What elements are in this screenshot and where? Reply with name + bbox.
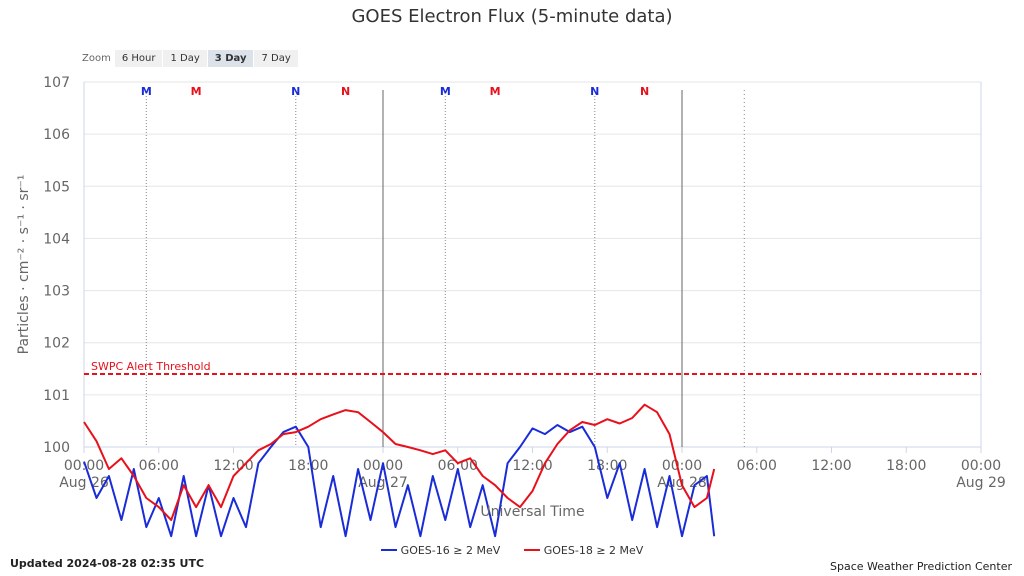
- y-tick-label: 101: [43, 388, 70, 404]
- y-tick-label: 105: [43, 179, 70, 195]
- legend-swatch-goes16: [380, 549, 397, 551]
- x-date-label: Aug 29: [956, 475, 1006, 491]
- y-tick-label: 107: [43, 75, 70, 91]
- x-tick-label: 00:00: [64, 458, 104, 474]
- chart-title: GOES Electron Flux (5-minute data): [351, 6, 673, 27]
- annotation-label: N: [640, 85, 649, 98]
- legend-item-goes18[interactable]: GOES-18 ≥ 2 MeV: [523, 543, 644, 557]
- y-tick-label: 103: [43, 284, 70, 300]
- legend-label-goes18: GOES-18 ≥ 2 MeV: [543, 543, 644, 557]
- annotation-label: N: [291, 85, 300, 98]
- zoom-7-day-button[interactable]: 7 Day: [254, 50, 298, 67]
- series-line-goes18: [83, 403, 716, 521]
- x-axis-title: Universal Time: [480, 504, 584, 520]
- y-tick-label: 102: [43, 336, 70, 352]
- x-tick-label: 06:00: [139, 458, 179, 474]
- x-tick-label: 18:00: [288, 458, 328, 474]
- annotation-label: N: [590, 85, 599, 98]
- x-tick-label: 06:00: [737, 458, 777, 474]
- x-tick-label: 12:00: [811, 458, 851, 474]
- legend-label-goes16: GOES-16 ≥ 2 MeV: [400, 543, 501, 557]
- legend-swatch-goes18: [523, 549, 540, 551]
- chart-legend: GOES-16 ≥ 2 MeV GOES-18 ≥ 2 MeV: [0, 541, 1024, 557]
- x-date-label: Aug 26: [59, 475, 109, 491]
- zoom-3-day-button[interactable]: 3 Day: [207, 50, 254, 67]
- zoom-1-day-button[interactable]: 1 Day: [163, 50, 207, 67]
- annotation-label: M: [490, 85, 501, 98]
- threshold-label: SWPC Alert Threshold: [91, 360, 211, 373]
- zoom-label: Zoom: [82, 53, 111, 64]
- legend-item-goes16[interactable]: GOES-16 ≥ 2 MeV: [380, 543, 501, 557]
- series-line-goes16: [83, 424, 716, 538]
- credit-text: Space Weather Prediction Center: [830, 560, 1012, 573]
- x-tick-label: 00:00: [961, 458, 1001, 474]
- x-tick-label: 00:00: [662, 458, 702, 474]
- y-axis-title: Particles · cm⁻² · s⁻¹ · sr⁻¹: [16, 175, 32, 355]
- y-tick-label: 100: [43, 440, 70, 456]
- x-date-label: Aug 27: [358, 475, 408, 491]
- annotation-label: M: [440, 85, 451, 98]
- y-tick-label: 104: [43, 231, 70, 247]
- updated-timestamp: Updated 2024-08-28 02:35 UTC: [10, 557, 205, 570]
- annotation-label: N: [341, 85, 350, 98]
- annotation-label: M: [191, 85, 202, 98]
- zoom-6-hour-button[interactable]: 6 Hour: [114, 50, 163, 67]
- annotation-label: M: [141, 85, 152, 98]
- x-tick-label: 18:00: [886, 458, 926, 474]
- y-tick-label: 106: [43, 127, 70, 143]
- x-tick-label: 12:00: [213, 458, 253, 474]
- x-tick-label: 06:00: [438, 458, 478, 474]
- zoom-bar: Zoom 6 Hour 1 Day 3 Day 7 Day: [82, 50, 299, 67]
